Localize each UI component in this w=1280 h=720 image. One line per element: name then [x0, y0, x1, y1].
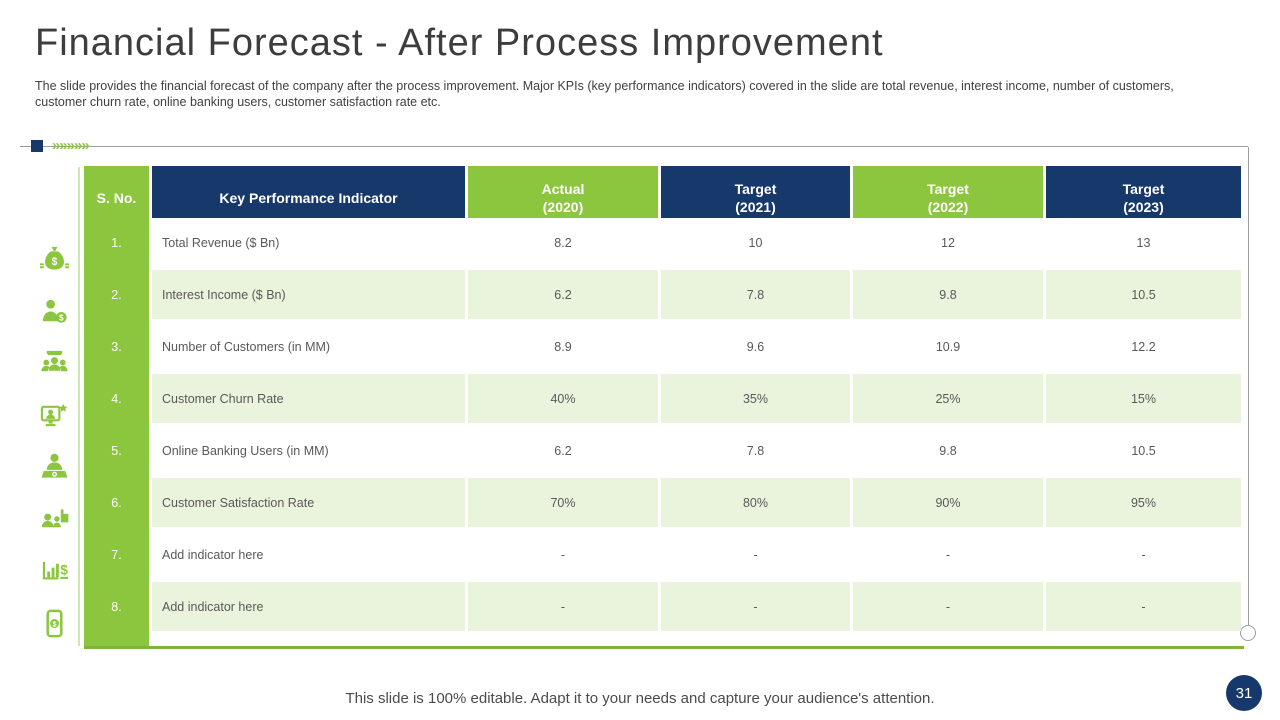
value-cell: 80% [661, 478, 850, 527]
satisfaction-thumbs-up-icon [36, 493, 72, 545]
divider-square [31, 140, 43, 152]
kpi-cell: Number of Customers (in MM) [152, 322, 465, 371]
value-cell: 10 [661, 218, 850, 267]
value-cell: - [1046, 582, 1241, 631]
value-cell: 25% [853, 374, 1043, 423]
kpi-cell: Customer Churn Rate [152, 374, 465, 423]
kpi-icon-column: $ $ $ $ [36, 233, 72, 649]
person-monitor-star-icon [36, 389, 72, 441]
customers-group-icon [36, 337, 72, 389]
right-frame-line [1248, 147, 1249, 627]
header-cell-sno: S. No. [96, 189, 137, 206]
value-cell: 90% [853, 478, 1043, 527]
value-cell: 10.5 [1046, 426, 1241, 475]
serial-cell: 5. [111, 443, 122, 458]
table-left-accent [78, 167, 80, 646]
value-cell: - [661, 582, 850, 631]
value-cell: 15% [1046, 374, 1241, 423]
page-title: Financial Forecast - After Process Impro… [35, 22, 884, 64]
value-cell: 40% [468, 374, 658, 423]
value-cell: 7.8 [661, 426, 850, 475]
kpi-table: S. No. Key Performance Indicator Actual(… [84, 166, 1244, 631]
chevrons-icon: »»»»» [52, 137, 90, 154]
value-cell: 12 [853, 218, 1043, 267]
value-cell: 8.9 [468, 322, 658, 371]
value-cell: - [1046, 530, 1241, 579]
serial-cell: 4. [111, 391, 122, 406]
page-number-badge: 31 [1226, 675, 1262, 711]
footer-note: This slide is 100% editable. Adapt it to… [345, 690, 935, 707]
kpi-cell: Add indicator here [152, 582, 465, 631]
kpi-cell: Online Banking Users (in MM) [152, 426, 465, 475]
svg-text:$: $ [58, 313, 63, 322]
svg-text:$: $ [60, 562, 68, 577]
serial-cell: 6. [111, 495, 122, 510]
value-cell: 8.2 [468, 218, 658, 267]
value-cell: 12.2 [1046, 322, 1241, 371]
value-cell: - [468, 530, 658, 579]
serial-cell: 8. [111, 599, 122, 614]
value-cell: - [853, 530, 1043, 579]
value-cell: - [853, 582, 1043, 631]
money-bag-icon: $ [36, 233, 72, 285]
value-cell: 6.2 [468, 270, 658, 319]
value-cell: 7.8 [661, 270, 850, 319]
mobile-payment-icon: $ [36, 597, 72, 649]
resize-handle-circle [1240, 625, 1256, 641]
value-cell: 9.8 [853, 270, 1043, 319]
serial-cell: 2. [111, 287, 122, 302]
value-cell: 10.9 [853, 322, 1043, 371]
person-laptop-icon [36, 441, 72, 493]
serial-cell: 7. [111, 547, 122, 562]
value-cell: - [661, 530, 850, 579]
table-bottom-border [84, 646, 1244, 649]
page-subtitle: The slide provides the financial forecas… [35, 79, 1174, 109]
kpi-cell: Add indicator here [152, 530, 465, 579]
serial-cell: 1. [111, 235, 122, 250]
serial-column-bar [84, 166, 149, 646]
value-cell: 13 [1046, 218, 1241, 267]
svg-text:$: $ [51, 255, 57, 267]
svg-text:$: $ [52, 619, 56, 628]
value-cell: 70% [468, 478, 658, 527]
value-cell: 35% [661, 374, 850, 423]
bar-chart-dollar-icon: $ [36, 545, 72, 597]
serial-cell: 3. [111, 339, 122, 354]
value-cell: - [468, 582, 658, 631]
person-dollar-icon: $ [36, 285, 72, 337]
value-cell: 9.6 [661, 322, 850, 371]
kpi-cell: Customer Satisfaction Rate [152, 478, 465, 527]
value-cell: 9.8 [853, 426, 1043, 475]
kpi-cell: Interest Income ($ Bn) [152, 270, 465, 319]
divider-line [20, 146, 1248, 147]
kpi-cell: Total Revenue ($ Bn) [152, 218, 465, 267]
value-cell: 10.5 [1046, 270, 1241, 319]
value-cell: 6.2 [468, 426, 658, 475]
value-cell: 95% [1046, 478, 1241, 527]
